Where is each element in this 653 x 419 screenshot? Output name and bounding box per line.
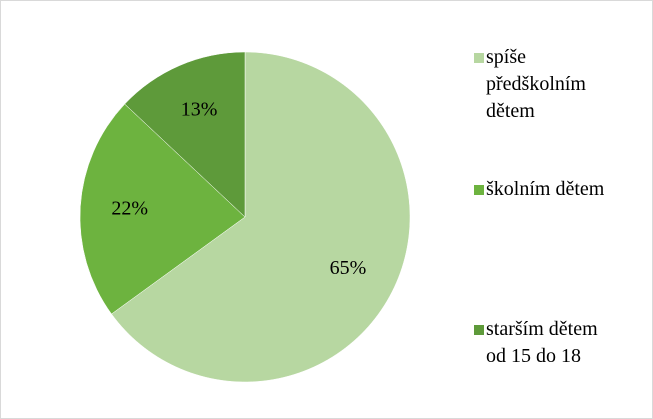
pie-slice <box>124 51 246 218</box>
legend-item: spíše předškolním dětem <box>474 44 616 125</box>
legend-swatch <box>474 325 484 335</box>
data-label: 13% <box>181 99 218 121</box>
data-label: 65% <box>330 257 367 279</box>
pie-slice <box>79 103 246 315</box>
data-label: 22% <box>111 197 148 219</box>
legend-item: starším dětem od 15 do 18 <box>474 316 616 370</box>
legend-swatch <box>474 185 484 195</box>
legend-label: starším dětem od 15 do 18 <box>486 318 598 367</box>
pie-slice <box>111 51 411 383</box>
legend-item: školním dětem <box>474 176 604 203</box>
legend-label: spíše předškolním dětem <box>486 46 586 122</box>
legend-swatch <box>474 53 484 63</box>
legend-label: školním dětem <box>486 178 605 200</box>
